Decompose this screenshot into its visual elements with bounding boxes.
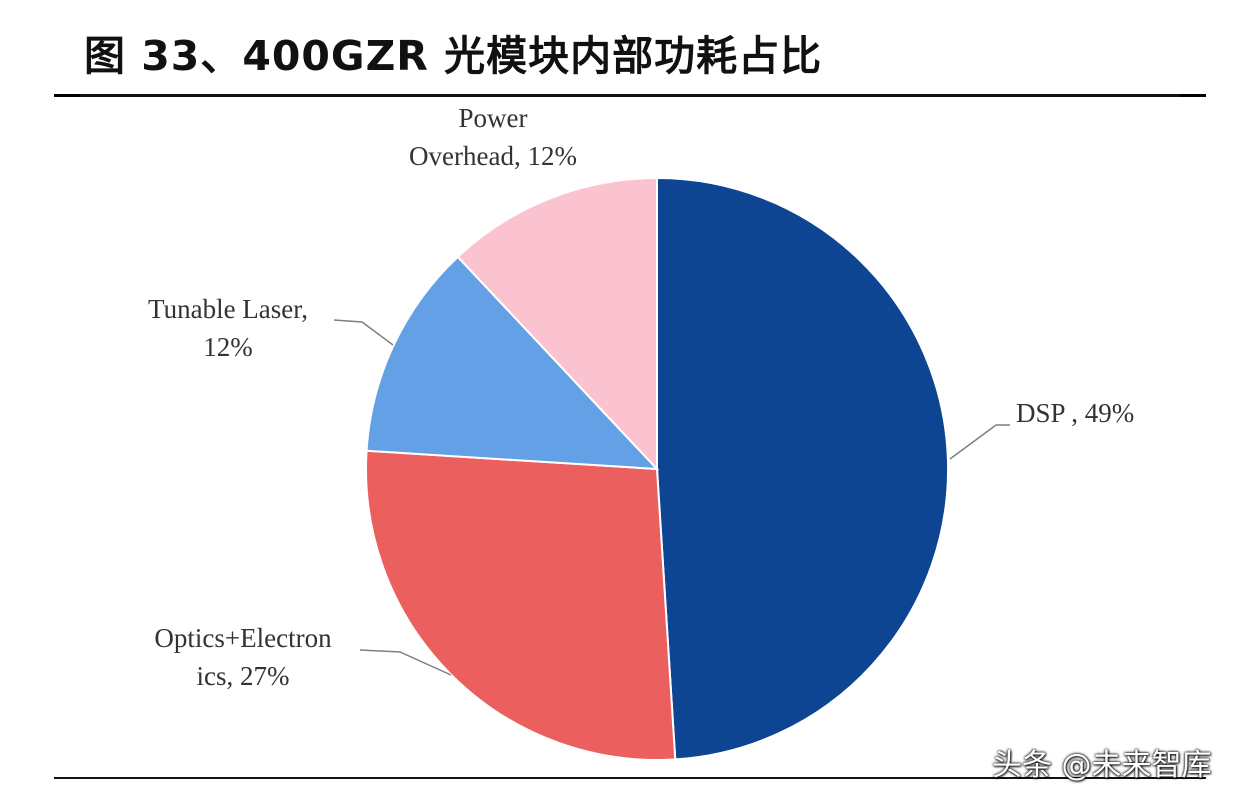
leader-lines <box>333 319 1010 676</box>
bottom-rule <box>54 777 1206 779</box>
slice-labels: DSP , 49% Optics+Electron ics, 27% Tunable … <box>148 103 1134 691</box>
page-title: 图 33、400GZR 光模块内部功耗占比 <box>84 32 823 80</box>
pie-slice-dsp <box>656 176 950 761</box>
leader-line-tunable-laser <box>333 319 394 346</box>
pie-slices <box>365 176 950 761</box>
leader-line-dsp <box>949 424 1010 460</box>
pie-slice-optics-electronics <box>365 449 677 761</box>
slice-label-optics-electronics: Optics+Electron ics, 27% <box>154 623 332 691</box>
watermark: 头条 @未来智库 <box>992 748 1212 783</box>
pie-slice-power-overhead <box>456 176 658 472</box>
slice-label-dsp: DSP , 49% <box>1016 398 1134 428</box>
slice-label-power-overhead: Power Overhead, 12% <box>409 103 577 171</box>
leader-line-optics-electronics <box>359 649 452 676</box>
pie-slice-tunable-laser <box>365 255 660 471</box>
slice-label-tunable-laser: Tunable Laser, 12% <box>148 294 308 362</box>
top-rule <box>54 94 1206 97</box>
